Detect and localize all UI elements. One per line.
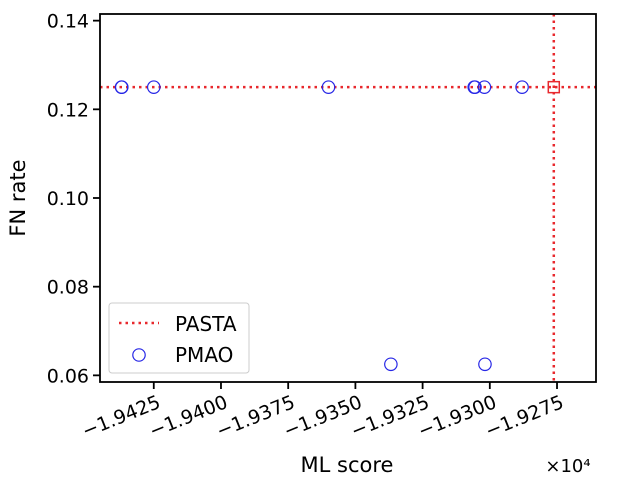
y-axis-label: FN rate [6, 159, 30, 236]
y-tick-label: 0.10 [47, 188, 89, 210]
pmao-point [478, 357, 492, 372]
legend-pasta-label: PASTA [175, 312, 237, 336]
axis-ticks-layer: 0.060.080.100.120.14−1.9425−1.9400−1.937… [47, 11, 567, 443]
y-tick-label: 0.14 [47, 11, 89, 33]
x-offset-label: ×10⁴ [545, 456, 590, 477]
legend-box [108, 302, 250, 374]
pmao-point [477, 80, 492, 94]
legend-pmao-label: PMAO [175, 343, 233, 367]
pmao-point [146, 80, 161, 94]
pmao-point [321, 80, 336, 94]
x-tick-label: −1.9275 [482, 391, 567, 442]
pmao-point [384, 357, 398, 372]
pmao-point [114, 80, 129, 94]
y-tick-label: 0.08 [47, 277, 89, 299]
y-tick-label: 0.06 [47, 365, 89, 387]
x-axis-label: ML score [301, 453, 394, 477]
chart-marks-layer [100, 14, 596, 382]
pasta-point [547, 80, 561, 94]
y-tick-label: 0.12 [47, 99, 89, 121]
pmao-point [468, 80, 482, 94]
legend: PASTA PMAO [108, 302, 250, 374]
legend-pmao-swatch [132, 348, 146, 362]
pmao-point [515, 80, 529, 94]
